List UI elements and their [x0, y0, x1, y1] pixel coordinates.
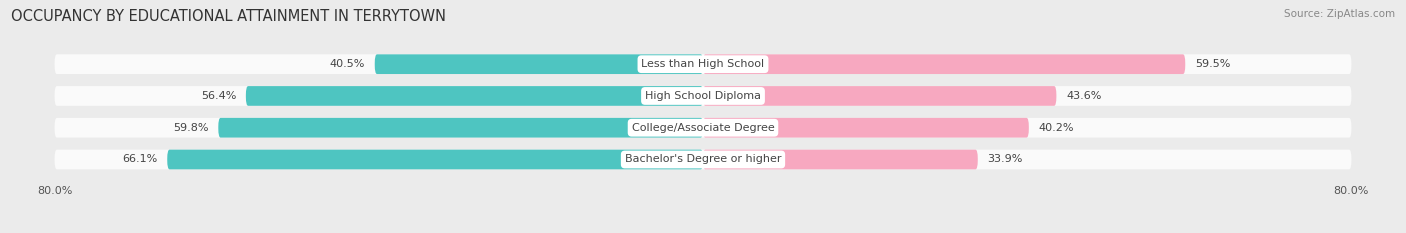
- Text: High School Diploma: High School Diploma: [645, 91, 761, 101]
- Text: 40.5%: 40.5%: [329, 59, 366, 69]
- FancyBboxPatch shape: [55, 150, 1351, 169]
- Text: 66.1%: 66.1%: [122, 154, 157, 164]
- Text: 40.2%: 40.2%: [1039, 123, 1074, 133]
- FancyBboxPatch shape: [55, 86, 1351, 106]
- Text: Less than High School: Less than High School: [641, 59, 765, 69]
- Text: OCCUPANCY BY EDUCATIONAL ATTAINMENT IN TERRYTOWN: OCCUPANCY BY EDUCATIONAL ATTAINMENT IN T…: [11, 9, 446, 24]
- Text: Bachelor's Degree or higher: Bachelor's Degree or higher: [624, 154, 782, 164]
- FancyBboxPatch shape: [55, 54, 1351, 74]
- FancyBboxPatch shape: [703, 118, 1029, 137]
- FancyBboxPatch shape: [703, 150, 977, 169]
- FancyBboxPatch shape: [246, 86, 703, 106]
- FancyBboxPatch shape: [703, 86, 1056, 106]
- FancyBboxPatch shape: [375, 54, 703, 74]
- FancyBboxPatch shape: [167, 150, 703, 169]
- Text: 59.5%: 59.5%: [1195, 59, 1230, 69]
- FancyBboxPatch shape: [55, 118, 1351, 137]
- Text: Source: ZipAtlas.com: Source: ZipAtlas.com: [1284, 9, 1395, 19]
- Text: 43.6%: 43.6%: [1066, 91, 1101, 101]
- Text: 33.9%: 33.9%: [987, 154, 1024, 164]
- Text: 59.8%: 59.8%: [173, 123, 208, 133]
- FancyBboxPatch shape: [703, 54, 1185, 74]
- FancyBboxPatch shape: [218, 118, 703, 137]
- Text: 56.4%: 56.4%: [201, 91, 236, 101]
- Text: College/Associate Degree: College/Associate Degree: [631, 123, 775, 133]
